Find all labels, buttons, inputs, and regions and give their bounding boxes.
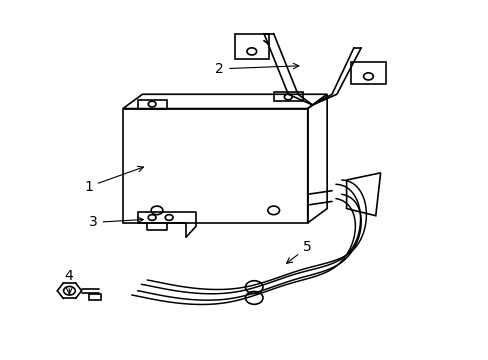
Text: 2: 2 (215, 62, 298, 76)
Text: 4: 4 (64, 269, 73, 294)
Text: 3: 3 (89, 215, 143, 229)
Text: 5: 5 (286, 240, 311, 263)
Text: 1: 1 (84, 166, 143, 194)
